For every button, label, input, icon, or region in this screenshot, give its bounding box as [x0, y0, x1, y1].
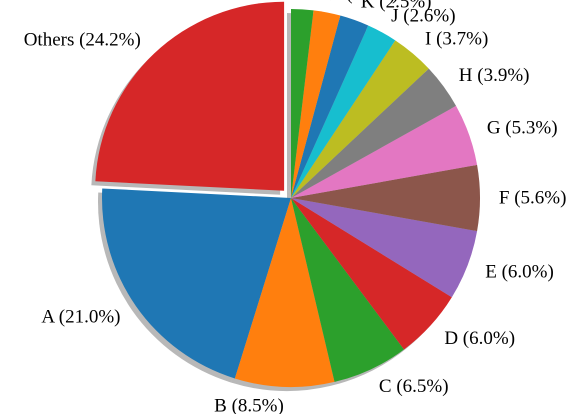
- slice-f: [291, 164, 480, 232]
- slice-j: [291, 25, 396, 198]
- slice-label-j: J (2.6%): [391, 5, 455, 26]
- slice-l: [291, 10, 341, 198]
- slice-a: [102, 188, 291, 379]
- pie-slices: [95, 1, 480, 388]
- slice-k: [291, 15, 369, 199]
- slice-label-a: A (21.0%): [41, 307, 120, 328]
- slice-c: [291, 198, 404, 382]
- slice-label-h: H (3.9%): [459, 65, 530, 86]
- slice-label-f: F (5.6%): [499, 188, 567, 209]
- slice-label-b: B (8.5%): [214, 395, 284, 414]
- slice-label-i: I (3.7%): [425, 29, 488, 50]
- slice-label-others: Others (24.2%): [24, 30, 141, 51]
- slice-e: [291, 198, 478, 298]
- slice-label-e: E (6.0%): [485, 262, 554, 283]
- slice-m: [291, 9, 314, 198]
- slice-others: [95, 1, 285, 191]
- slice-label-k: K (2.5%): [361, 0, 432, 13]
- slice-label-c: C (6.5%): [379, 376, 449, 397]
- slice-g: [291, 105, 478, 198]
- slice-b: [234, 198, 335, 388]
- slice-label-d: D (6.0%): [444, 328, 515, 349]
- slice-d: [291, 198, 452, 350]
- slice-labels: Others (24.2%) A (21.0%) B (8.5%) C (6.5%) D…: [24, 0, 567, 414]
- slice-label-m: M (1.9%): [303, 0, 377, 1]
- slice-label-l: L (2.3%): [331, 0, 399, 4]
- slice-i: [291, 40, 429, 198]
- slice-h: [291, 68, 457, 199]
- slice-label-g: G (5.3%): [487, 118, 558, 139]
